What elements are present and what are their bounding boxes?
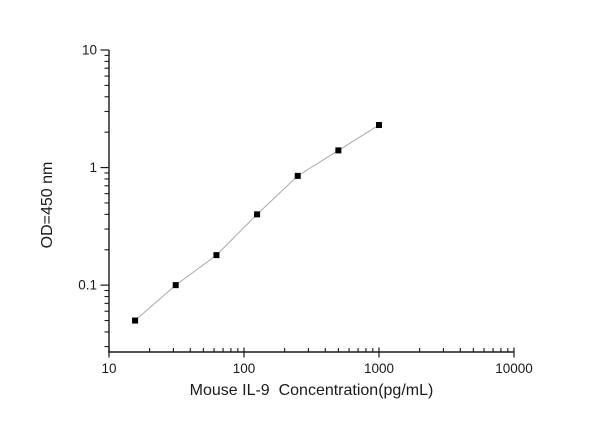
x-axis-title: Mouse IL-9 Concentration(pg/mL) (189, 382, 434, 399)
y-tick-label: 10 (82, 43, 97, 58)
x-tick-label: 10 (101, 361, 116, 376)
curve-line (134, 124, 380, 321)
data-point-marker (172, 282, 179, 289)
y-tick-label: 0.1 (78, 278, 97, 293)
data-point-marker (294, 172, 301, 179)
y-axis-title: OD=450 nm (39, 161, 56, 249)
data-point-marker (376, 122, 382, 129)
x-tick-label: 100 (233, 361, 256, 376)
data-point-marker (132, 317, 139, 324)
y-tick-label: 1 (89, 160, 97, 175)
data-point-marker (213, 252, 220, 259)
data-point-marker (254, 211, 261, 218)
x-tick-label: 10000 (495, 361, 533, 376)
x-tick-label: 1000 (364, 361, 394, 376)
data-point-marker (335, 147, 342, 154)
